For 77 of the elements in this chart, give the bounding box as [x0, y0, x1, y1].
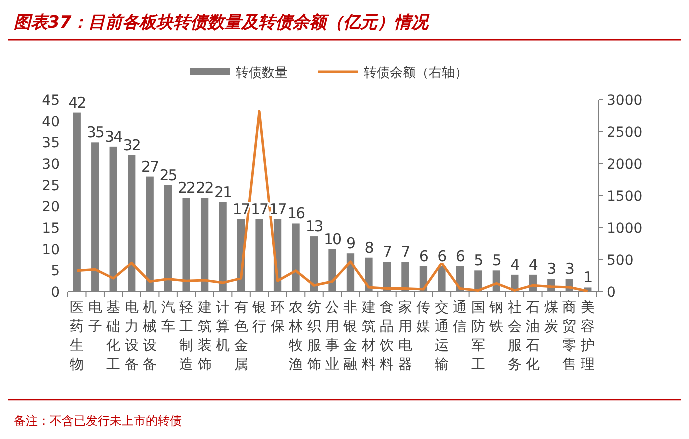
- data-label: 3: [565, 260, 574, 278]
- y2-tick-label: 2000: [607, 157, 643, 173]
- x-tick-label: 机械设备: [143, 300, 158, 373]
- data-label: 16: [287, 204, 306, 223]
- data-label: 9: [346, 234, 356, 253]
- y-tick-label: 40: [42, 114, 60, 130]
- x-tick-label: 建筑材料: [360, 300, 376, 373]
- data-label: 32: [123, 136, 141, 154]
- x-tick-label: 通信: [453, 300, 468, 335]
- x-tick-label: 社会服务: [508, 300, 522, 373]
- x-tick-label: 国防军工: [471, 301, 486, 373]
- y-tick-label: 20: [42, 200, 60, 216]
- x-tick-label: 非银金融: [342, 300, 358, 373]
- x-tick-label: 家用电器: [398, 300, 412, 373]
- x-tick-label: 纺织服饰: [306, 300, 322, 373]
- y2-tick-label: 2500: [607, 125, 643, 141]
- y-tick-label: 15: [42, 221, 60, 237]
- data-label: 1: [584, 268, 593, 287]
- data-label: 5: [474, 252, 484, 270]
- x-tick-label: 建筑装饰: [196, 300, 212, 373]
- x-tick-label: 环保: [270, 301, 285, 335]
- x-tick-label: 石油石化: [526, 301, 540, 373]
- y2-tick-label: 1500: [607, 189, 643, 205]
- x-tick-label: 交通运输: [434, 300, 449, 373]
- data-label: 42: [68, 94, 86, 112]
- y-tick-label: 45: [42, 93, 60, 109]
- x-tick-label: 有色金属: [234, 300, 248, 373]
- data-label: 35: [86, 124, 104, 142]
- x-tick-label: 计算机: [216, 300, 230, 354]
- data-label: 34: [105, 128, 123, 146]
- data-label: 22: [178, 179, 196, 198]
- legend-label: 转债数量: [236, 65, 288, 80]
- x-tick-label: 美容护理: [580, 300, 595, 373]
- y-tick-label: 30: [42, 157, 60, 173]
- text: 备注：不含已发行未上市的转债: [14, 414, 182, 428]
- x-tick-label: 医药生物: [70, 301, 84, 373]
- data-label: 6: [419, 247, 428, 266]
- data-label: 7: [382, 243, 392, 262]
- data-label: 7: [401, 243, 410, 262]
- data-label: 10: [324, 230, 342, 248]
- x-tick-label: 银行: [252, 300, 267, 335]
- chart-title: 图表37：目前各板块转债数量及转债余额（亿元）情况: [14, 13, 431, 33]
- x-tick-label: 电力设备: [124, 300, 139, 373]
- data-label: 4: [528, 256, 538, 274]
- x-tick-label: 煤炭: [544, 300, 558, 335]
- data-label: 4: [510, 256, 520, 274]
- x-tick-label: 汽车: [161, 300, 176, 335]
- data-label: 3: [547, 260, 556, 278]
- y-tick-label: 25: [42, 178, 60, 194]
- y-tick-label: 10: [42, 242, 60, 258]
- x-tick-label: 公用事业: [326, 300, 340, 373]
- data-label: 13: [306, 218, 324, 236]
- y2-tick-label: 3000: [607, 93, 643, 109]
- data-label: 27: [142, 158, 160, 176]
- y2-tick-label: 1000: [607, 221, 643, 237]
- y-tick-label: 35: [42, 136, 60, 152]
- data-label: 8: [364, 238, 374, 257]
- x-tick-label: 农林牧渔: [288, 300, 304, 373]
- x-tick-label: 传媒: [416, 300, 431, 335]
- x-tick-label: 商贸零售: [562, 300, 577, 373]
- x-tick-label: 食品饮料: [379, 300, 394, 373]
- x-tick-label: 轻工制造: [180, 300, 194, 373]
- data-label: 25: [160, 166, 178, 184]
- x-tick-label: 电子: [88, 300, 102, 335]
- y2-tick-label: 0: [607, 285, 616, 301]
- data-label: 6: [438, 247, 447, 266]
- x-tick-label: 钢铁: [488, 300, 504, 335]
- data-label: 22: [196, 179, 214, 198]
- legend-label: 转债余额（右轴）: [364, 65, 468, 80]
- data-label: 17: [250, 200, 269, 218]
- data-label: 6: [456, 247, 465, 266]
- y-tick-label: 5: [51, 264, 60, 280]
- data-label: 21: [214, 183, 232, 202]
- data-label: 5: [492, 252, 502, 270]
- y2-tick-label: 500: [607, 253, 634, 269]
- y-tick-label: 0: [51, 285, 60, 301]
- x-tick-label: 基础化工: [106, 300, 121, 373]
